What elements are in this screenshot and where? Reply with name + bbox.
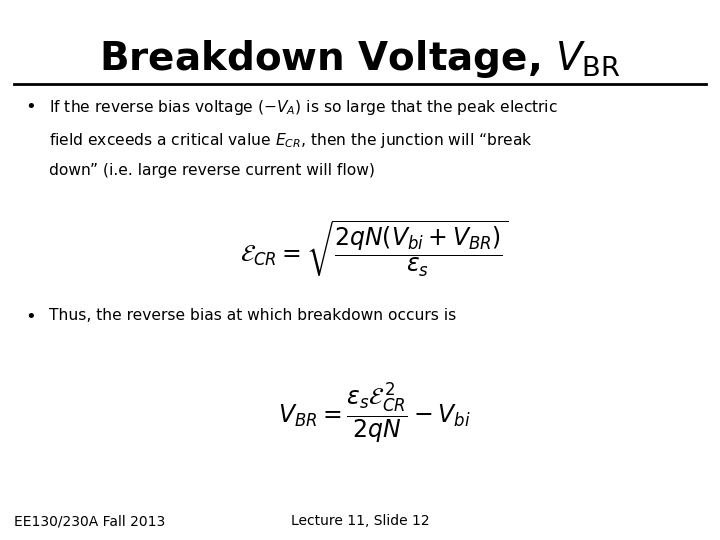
Text: •: •: [25, 308, 36, 326]
Text: down” (​i.e. large reverse current will flow): down” (​i.e. large reverse current will …: [49, 163, 375, 178]
Text: $V_{BR} = \dfrac{\varepsilon_s \mathcal{E}_{CR}^{\,2}}{2qN} - V_{bi}$: $V_{BR} = \dfrac{\varepsilon_s \mathcal{…: [278, 381, 471, 446]
Text: field exceeds a critical value $E_{CR}$, then the junction will “break: field exceeds a critical value $E_{CR}$,…: [49, 131, 533, 150]
Text: Breakdown Voltage, $V_{\mathrm{BR}}$: Breakdown Voltage, $V_{\mathrm{BR}}$: [99, 38, 621, 80]
Text: If the reverse bias voltage ($-V_A$) is so large that the peak electric: If the reverse bias voltage ($-V_A$) is …: [49, 98, 558, 117]
Text: •: •: [25, 98, 36, 116]
Text: Thus, the reverse bias at which breakdown occurs is: Thus, the reverse bias at which breakdow…: [49, 308, 456, 323]
Text: $\mathcal{E}_{CR} = \sqrt{\dfrac{2qN\left(V_{bi}+V_{BR}\right)}{\varepsilon_s}}$: $\mathcal{E}_{CR} = \sqrt{\dfrac{2qN\lef…: [240, 219, 509, 279]
Text: Lecture 11, Slide 12: Lecture 11, Slide 12: [291, 514, 429, 528]
Text: EE130/230A Fall 2013: EE130/230A Fall 2013: [14, 514, 166, 528]
